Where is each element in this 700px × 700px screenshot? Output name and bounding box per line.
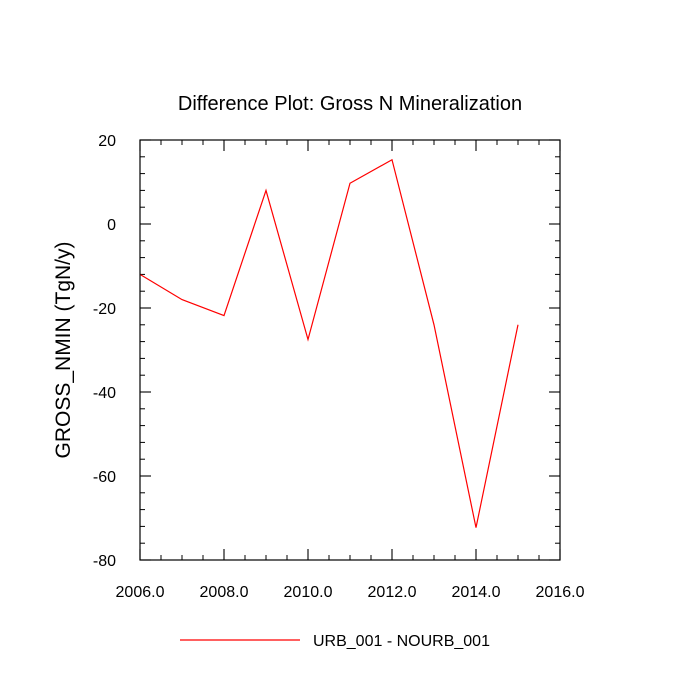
y-tick-label: -60 <box>93 469 116 486</box>
x-tick-label: 2014.0 <box>452 584 501 601</box>
series-line-0 <box>139 158 519 528</box>
x-tick-label: 2016.0 <box>536 584 585 601</box>
series-layer <box>139 158 519 528</box>
y-tick-label: -20 <box>93 301 116 318</box>
axis-ticks <box>139 139 561 561</box>
x-tick-label: 2010.0 <box>284 584 333 601</box>
x-tick-label: 2008.0 <box>200 584 249 601</box>
x-tick-label: 2006.0 <box>116 584 165 601</box>
y-tick-labels: -80 -60 -40 -20 0 20 <box>93 133 116 570</box>
y-tick-label: 0 <box>107 217 116 234</box>
y-axis-label: GROSS_NMIN (TgN/y) <box>52 241 75 458</box>
x-tick-labels: 2006.0 2008.0 2010.0 2012.0 2014.0 2016.0 <box>116 584 585 601</box>
legend-label: URB_001 - NOURB_001 <box>313 633 490 650</box>
chart-title: Difference Plot: Gross N Mineralization <box>178 93 522 115</box>
x-tick-label: 2012.0 <box>368 584 417 601</box>
y-tick-label: 20 <box>98 133 116 150</box>
y-tick-label: -80 <box>93 553 116 570</box>
y-tick-label: -40 <box>93 385 116 402</box>
legend: URB_001 - NOURB_001 <box>180 633 490 650</box>
plot-frame <box>139 139 561 561</box>
